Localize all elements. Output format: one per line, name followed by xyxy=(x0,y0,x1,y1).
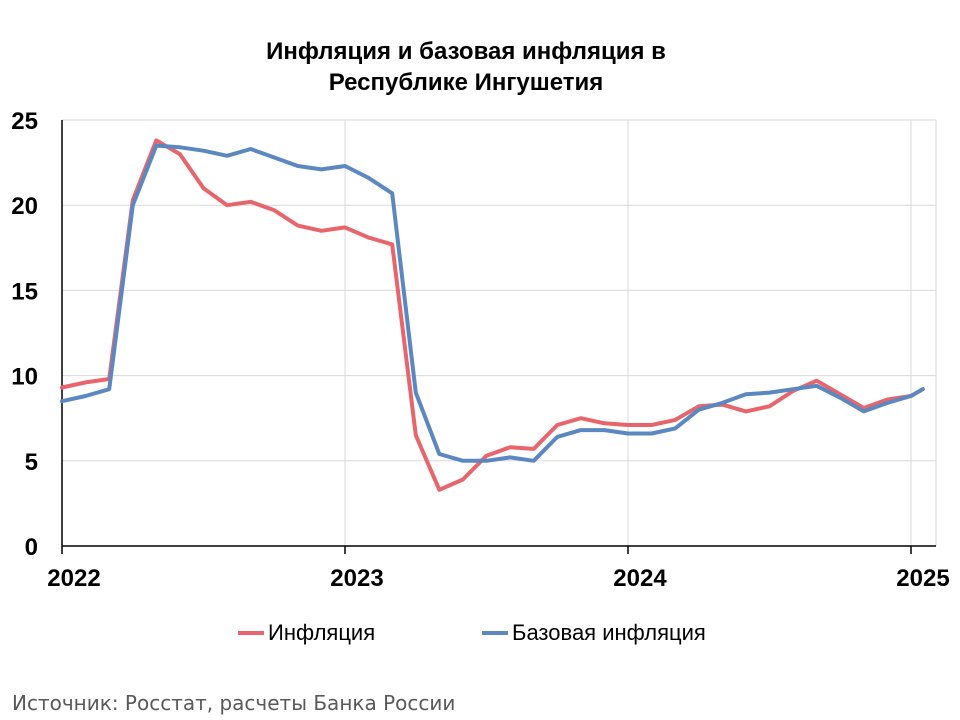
y-tick-label-25: 25 xyxy=(11,108,38,135)
x-tick-label-2024: 2024 xyxy=(613,565,667,592)
chart-title-line-2: Республике Ингушетия xyxy=(328,69,604,96)
y-tick-label-0: 0 xyxy=(25,534,38,561)
series-line-0 xyxy=(60,138,925,492)
chart-title-line-1: Инфляция и базовая инфляция в xyxy=(266,38,666,65)
legend-swatch-core-inflation xyxy=(482,631,508,635)
legend-item-inflation: Инфляция xyxy=(238,620,375,646)
legend-label-inflation: Инфляция xyxy=(268,620,376,645)
y-tick-label-10: 10 xyxy=(11,364,38,391)
y-tick-label-5: 5 xyxy=(25,449,38,476)
x-tick-label-2022: 2022 xyxy=(47,565,100,592)
source-note: Источник: Росстат, расчеты Банка России xyxy=(12,691,456,715)
legend: Инфляция Базовая инфляция xyxy=(0,620,960,650)
x-tick-label-2023: 2023 xyxy=(330,565,383,592)
legend-label-core-inflation: Базовая инфляция xyxy=(512,620,706,645)
x-tick-label-2025: 2025 xyxy=(896,565,949,592)
y-tick-label-20: 20 xyxy=(11,193,38,220)
legend-swatch-inflation xyxy=(238,631,264,635)
chart-title: Инфляция и базовая инфляция в Республике… xyxy=(0,36,932,98)
legend-item-core-inflation: Базовая инфляция xyxy=(482,620,706,646)
series-line-1 xyxy=(60,143,925,463)
y-tick-label-15: 15 xyxy=(11,278,38,305)
